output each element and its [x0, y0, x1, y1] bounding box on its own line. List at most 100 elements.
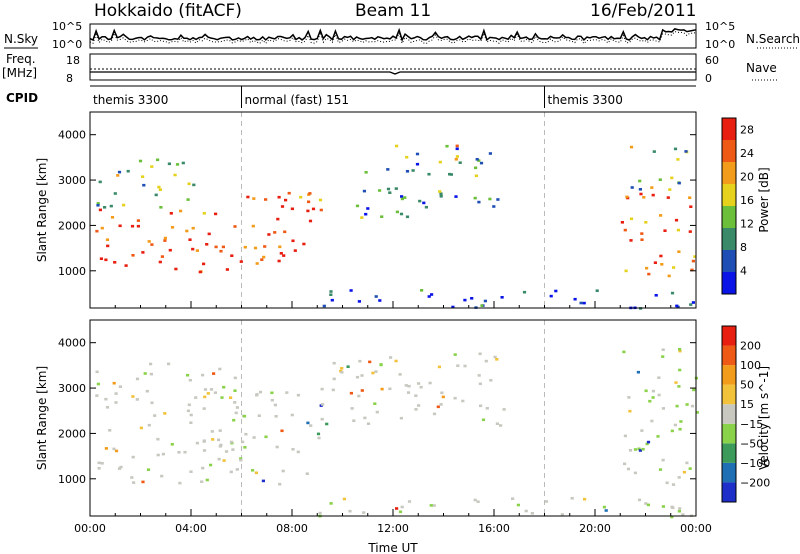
- heatmap-cell: [229, 440, 233, 444]
- heatmap-cell: [685, 403, 689, 406]
- heatmap-cell: [386, 187, 391, 191]
- nsky-panel: 10^5 10^0 10^5 10^0 N.Sky N.Search: [4, 20, 800, 51]
- heatmap-cell: [395, 144, 399, 148]
- heatmap-cell: [113, 192, 117, 195]
- heatmap-cell: [302, 242, 306, 246]
- heatmap-cell: [437, 365, 441, 369]
- heatmap-cell: [463, 298, 467, 302]
- heatmap-cell: [97, 461, 101, 465]
- heatmap-cell: [646, 503, 650, 507]
- heatmap-cell: [163, 412, 167, 415]
- heatmap-cell: [222, 459, 226, 462]
- heatmap-cell: [241, 440, 245, 444]
- heatmap-cell: [627, 396, 631, 399]
- heatmap-cell: [650, 419, 654, 423]
- heatmap-cell: [195, 441, 199, 445]
- heatmap-cell: [170, 226, 175, 229]
- heatmap-cell: [278, 482, 282, 486]
- heatmap-cell: [674, 218, 679, 222]
- heatmap-cell: [495, 422, 499, 425]
- heatmap-cell: [264, 435, 268, 439]
- heatmap-cell: [629, 239, 633, 242]
- heatmap-cell: [320, 417, 324, 421]
- nave-tick-high: 60: [705, 54, 719, 67]
- heatmap-cell: [175, 163, 180, 166]
- freq-unit: [MHz]: [2, 66, 37, 80]
- heatmap-cell: [677, 385, 681, 388]
- heatmap-cell: [242, 414, 247, 418]
- colorbar-swatch: [722, 206, 736, 228]
- heatmap-cell: [186, 409, 190, 413]
- heatmap-cell: [432, 504, 436, 507]
- heatmap-cell: [130, 224, 135, 228]
- heatmap-cell: [119, 465, 123, 469]
- heatmap-cell: [105, 238, 110, 241]
- colorbar-frame: [721, 325, 737, 503]
- heatmap-cell: [524, 509, 528, 513]
- heatmap-cell: [673, 147, 678, 151]
- velocity-colorbar: 200 100 50 15 −15 −50 −100 −200: [721, 325, 770, 503]
- heatmap-cell: [264, 198, 268, 201]
- heatmap-cell: [453, 396, 457, 400]
- heatmap-cell: [405, 155, 409, 159]
- heatmap-cell: [424, 205, 428, 209]
- heatmap-cell: [95, 229, 99, 233]
- heatmap-cell: [232, 418, 236, 422]
- heatmap-cell: [105, 406, 110, 409]
- heatmap-cell: [319, 208, 323, 212]
- heatmap-cell: [273, 403, 277, 407]
- heatmap-cell: [189, 470, 193, 473]
- heatmap-cell: [251, 224, 255, 228]
- heatmap-cell: [670, 515, 674, 519]
- colorbar-tick-label: 28: [740, 124, 754, 137]
- heatmap-cell: [253, 246, 258, 250]
- heatmap-cell: [678, 507, 682, 510]
- heatmap-cell: [657, 376, 661, 379]
- heatmap-cell: [258, 390, 263, 394]
- heatmap-cell: [573, 297, 577, 301]
- heatmap-cell: [678, 368, 682, 372]
- heatmap-cell: [222, 385, 226, 389]
- heatmap-cell: [178, 481, 182, 485]
- heatmap-cell: [375, 410, 379, 414]
- heatmap-cell: [156, 437, 160, 441]
- heatmap-cell: [646, 440, 651, 444]
- heatmap-cell: [642, 196, 646, 199]
- heatmap-cell: [653, 261, 657, 264]
- y-tick-label: 2000: [58, 219, 86, 232]
- x-tick-label: 12:00: [377, 522, 409, 535]
- heatmap-cell: [159, 206, 163, 209]
- colorbar-tick-label: 24: [740, 147, 754, 160]
- heatmap-cell: [157, 185, 161, 189]
- heatmap-cell: [502, 408, 506, 411]
- heatmap-cell: [489, 379, 493, 382]
- heatmap-cell: [660, 263, 664, 266]
- heatmap-cell: [291, 239, 295, 243]
- heatmap-cell: [316, 432, 321, 436]
- heatmap-cell: [640, 429, 644, 432]
- heatmap-cell: [233, 401, 237, 404]
- heatmap-cell: [661, 348, 665, 351]
- heatmap-cell: [98, 208, 102, 212]
- heatmap-cell: [473, 498, 477, 502]
- heatmap-cell: [214, 245, 218, 249]
- heatmap-cell: [112, 381, 116, 385]
- heatmap-cell: [251, 469, 255, 472]
- heatmap-cell: [100, 226, 104, 230]
- heatmap-cell: [688, 467, 692, 470]
- heatmap-cell: [405, 215, 410, 219]
- heatmap-cell: [201, 373, 205, 377]
- heatmap-cell: [114, 449, 119, 453]
- velocity-y-ticks: 1000 2000 3000 4000: [58, 337, 696, 486]
- y-tick-label: 4000: [58, 129, 86, 142]
- heatmap-cell: [625, 195, 629, 199]
- heatmap-cell: [480, 304, 484, 307]
- heatmap-cell: [277, 259, 281, 263]
- heatmap-cell: [399, 212, 404, 216]
- heatmap-cell: [404, 384, 408, 387]
- heatmap-cell: [329, 293, 333, 296]
- heatmap-cell: [386, 168, 390, 171]
- heatmap-cell: [651, 396, 655, 399]
- heatmap-cell: [146, 468, 151, 471]
- heatmap-cell: [398, 373, 402, 376]
